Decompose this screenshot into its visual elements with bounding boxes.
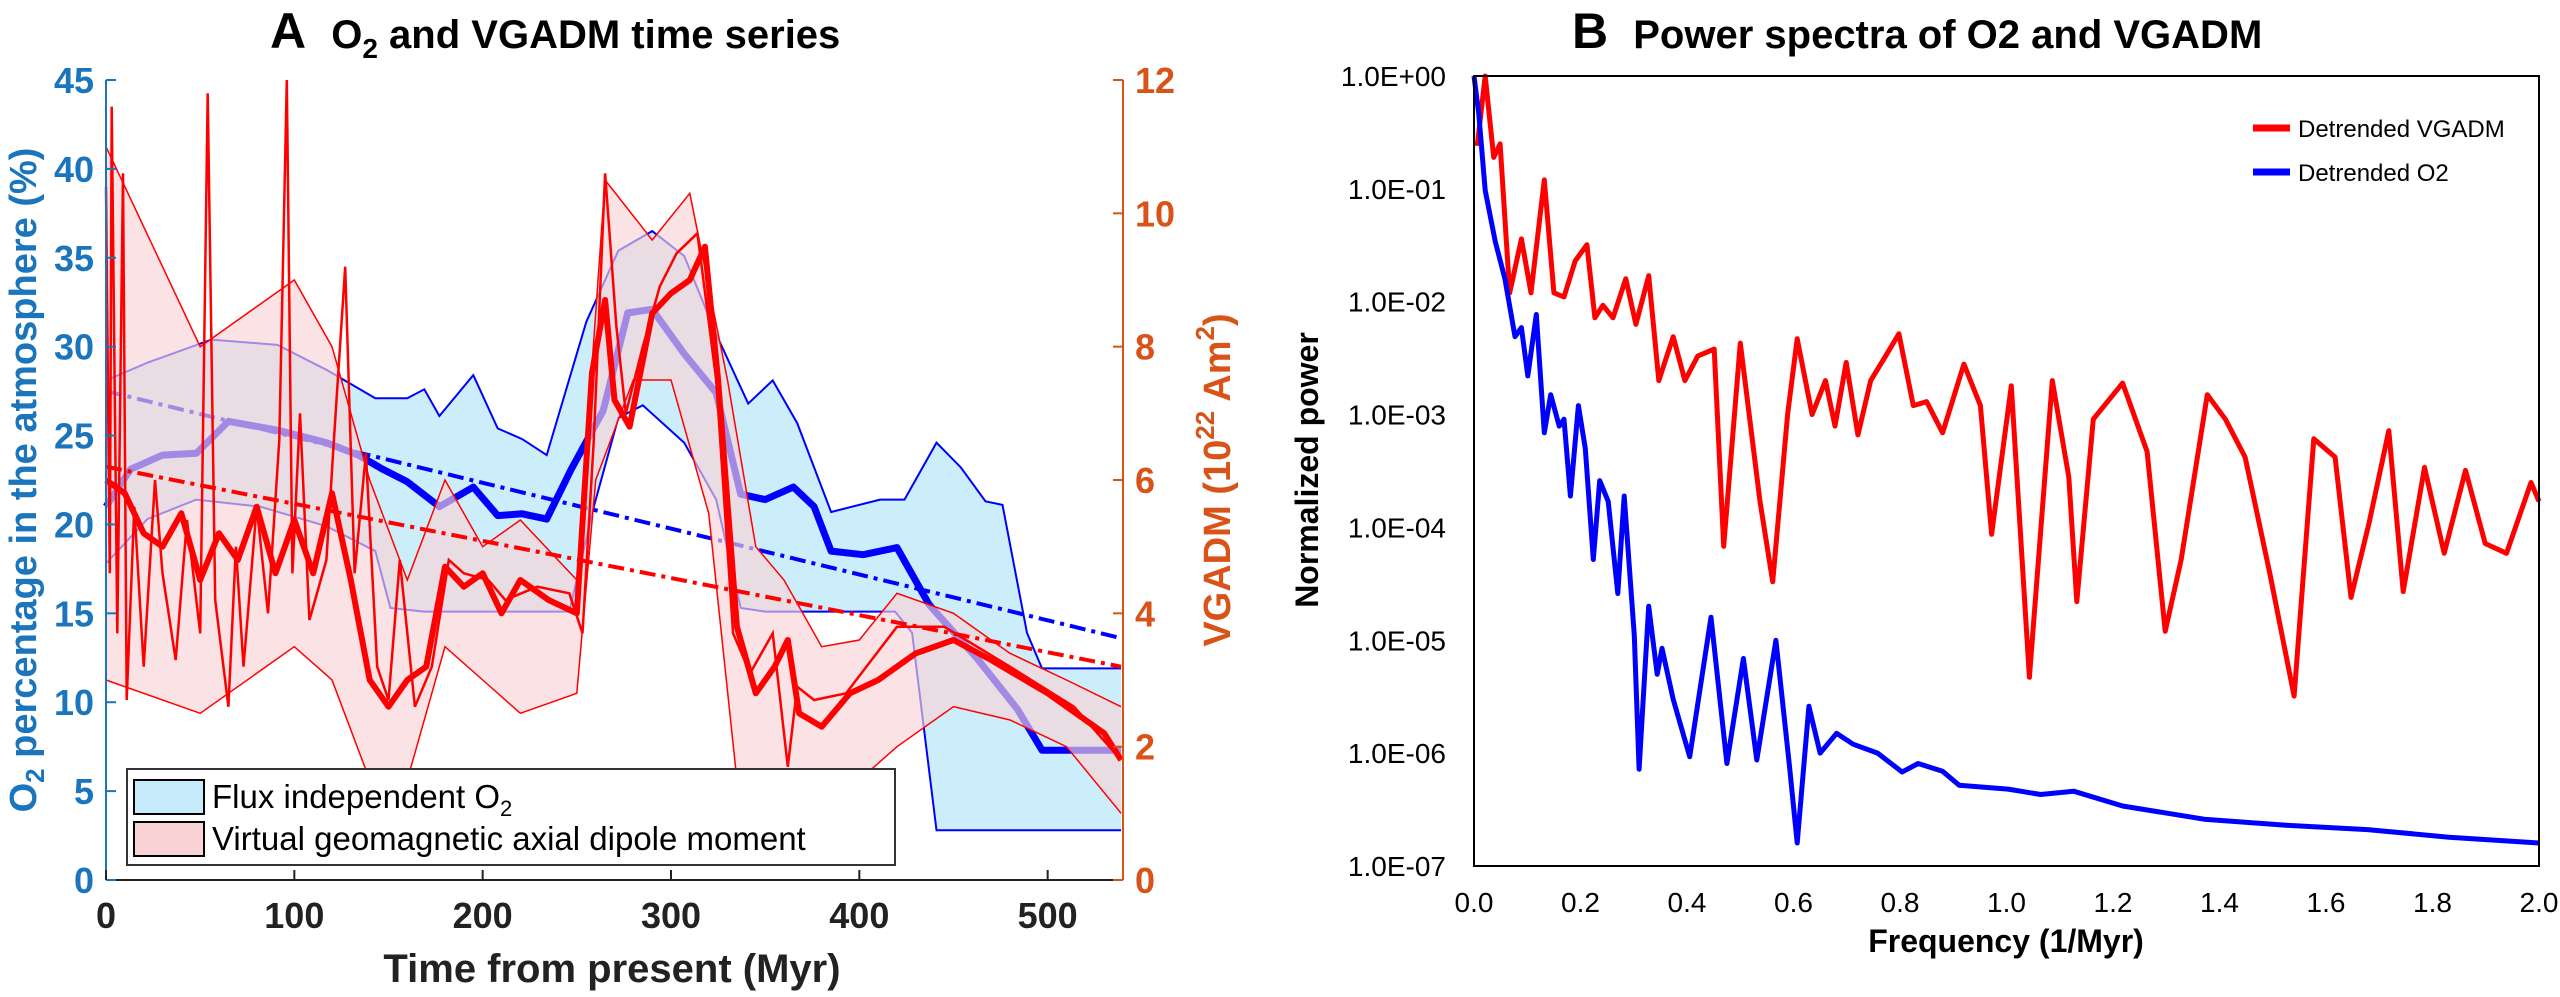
right-label-exp-2: 2 (1190, 326, 1220, 340)
right-label-part-3: Am (1197, 340, 1239, 410)
right-y-tick-label: 2 (1135, 727, 1155, 768)
panel-a-title-o: O (331, 13, 362, 57)
x-tick-label: 1.6 (2307, 887, 2346, 918)
legend-o2-sub: 2 (500, 796, 512, 821)
panel-b-title: B Power spectra of O2 and VGADM (1572, 3, 2262, 59)
y-tick-label: 1.0E-03 (1348, 400, 1446, 431)
y-tick-label: 1.0E+00 (1341, 61, 1446, 92)
y-tick-label: 1.0E-04 (1348, 512, 1446, 543)
left-y-tick-label: 25 (54, 416, 94, 457)
left-y-tick-label: 35 (54, 238, 94, 279)
vgadm-spectrum-line (1474, 73, 2542, 699)
x-tick-label: 200 (453, 895, 513, 936)
legend-label-o2: Flux independent O2 (212, 778, 512, 821)
right-y-tick-label: 8 (1135, 327, 1155, 368)
x-tick-label: 1.4 (2200, 887, 2239, 918)
right-y-tick-label: 4 (1135, 593, 1155, 634)
right-y-tick-label: 6 (1135, 460, 1155, 501)
legend-swatch-vgadm (133, 821, 205, 857)
x-tick-label: 500 (1018, 895, 1078, 936)
plot-frame (1473, 75, 2540, 867)
right-y-tick-label: 12 (1135, 60, 1175, 101)
panel-a-left-axis-label: O2 percentage in the atmosphere (%) (3, 148, 50, 813)
x-tick-label: 0.2 (1561, 887, 1600, 918)
vgadm-upper-bound-line (105, 146, 1122, 708)
left-y-tick-label: 10 (54, 682, 94, 723)
panel-a-x-axis-label: Time from present (Myr) (383, 947, 840, 991)
left-label-sub: 2 (20, 768, 50, 782)
left-y-tick-label: 40 (54, 149, 94, 190)
y-tick-label: 1.0E-07 (1348, 851, 1446, 882)
x-tick-label: 1.0 (1987, 887, 2026, 918)
legend-o2-text: Flux independent O (212, 778, 500, 815)
right-y-tick-label: 10 (1135, 193, 1175, 234)
x-tick-label: 0.6 (1774, 887, 1813, 918)
panel-b-x-axis-label: Frequency (1/Myr) (1868, 923, 2144, 959)
panel-b-title-text: Power spectra of O2 and VGADM (1633, 13, 2262, 57)
y-tick-label: 1.0E-05 (1348, 625, 1446, 656)
y-tick-label: 1.0E-06 (1348, 738, 1446, 769)
x-tick-label: 1.8 (2413, 887, 2452, 918)
left-y-tick-label: 5 (74, 771, 94, 812)
right-label-part-5: ) (1197, 313, 1239, 326)
left-y-tick-label: 45 (54, 60, 94, 101)
left-label-o: O (3, 783, 45, 813)
legend-box (126, 768, 896, 866)
right-label-exp-22: 22 (1190, 411, 1220, 440)
x-tick-label: 2.0 (2520, 887, 2559, 918)
panel-a-legend: Flux independent O2 Virtual geomagnetic … (126, 768, 896, 866)
legend-label-vgadm-spectrum: Detrended VGADM (2298, 116, 2505, 143)
left-y-tick-label: 15 (54, 593, 94, 634)
x-tick-label: 400 (829, 895, 889, 936)
right-y-tick-label: 0 (1135, 860, 1155, 901)
left-y-tick-label: 0 (74, 860, 94, 901)
y-tick-label: 1.0E-02 (1348, 287, 1446, 318)
left-y-tick-label: 30 (54, 327, 94, 368)
x-tick-label: 100 (264, 895, 324, 936)
o2-upper-bound-line (105, 229, 1122, 670)
vgadm-mean-line (104, 243, 1124, 762)
left-y-tick-label: 20 (54, 504, 94, 545)
panel-a-plot: 0 5 10 15 20 25 30 35 40 45 0 2 4 6 8 10 12 0 100 200 300 400… (54, 60, 1175, 936)
left-label-rest: percentage in the atmosphere (%) (3, 148, 45, 769)
panel-b-plot: 1.0E+00 1.0E-01 1.0E-02 1.0E-03 1.0E-04 1.0E-… (1341, 61, 2559, 918)
x-tick-label: 300 (641, 895, 701, 936)
x-tick-label: 0 (96, 895, 116, 936)
o2-spectrum-line (1471, 75, 2540, 846)
panel-a-letter: A (270, 3, 306, 59)
y-tick-label: 1.0E-01 (1348, 174, 1446, 205)
panel-b-y-axis-label: Normalized power (1289, 332, 1325, 608)
panel-a-right-axis-label: VGADM (1022 Am2) (1190, 313, 1239, 646)
vgadm-uncertainty-band (106, 146, 1122, 814)
legend-swatch-o2 (133, 779, 205, 815)
vgadm-trend-line (105, 464, 1122, 669)
panel-b-letter: B (1572, 3, 1608, 59)
x-tick-label: 0.8 (1881, 887, 1920, 918)
panel-a-title-rest: and VGADM time series (378, 13, 840, 57)
x-tick-label: 1.2 (2094, 887, 2133, 918)
legend-label-vgadm: Virtual geomagnetic axial dipole moment (212, 820, 806, 857)
legend-label-o2-spectrum: Detrended O2 (2298, 160, 2449, 187)
x-tick-label: 0.0 (1455, 887, 1494, 918)
panel-a-title: A O2 and VGADM time series (270, 3, 840, 64)
right-label-part-1: VGADM (10 (1197, 440, 1239, 647)
panel-a-title-sub: 2 (362, 33, 378, 64)
x-tick-label: 0.4 (1668, 887, 1707, 918)
panel-b-legend: Detrended VGADM Detrended O2 (2253, 116, 2505, 187)
